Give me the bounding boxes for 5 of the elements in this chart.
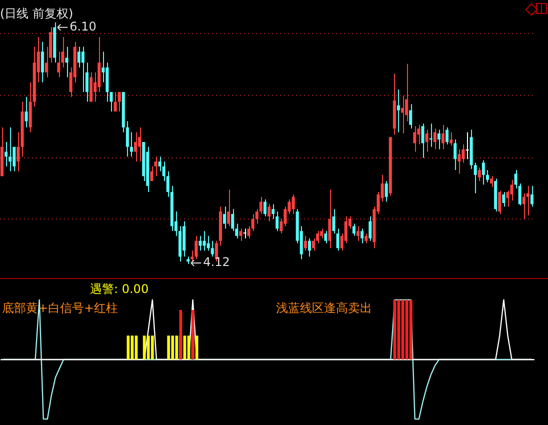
chart-title: (日线 前复权) bbox=[0, 6, 74, 20]
annotation: 4.12 bbox=[203, 255, 230, 270]
annotation: 6.10 bbox=[70, 20, 96, 34]
text: 遇警: 0.00 bbox=[90, 282, 149, 296]
annotation: 浅蓝线区逢高卖出 bbox=[276, 301, 372, 316]
